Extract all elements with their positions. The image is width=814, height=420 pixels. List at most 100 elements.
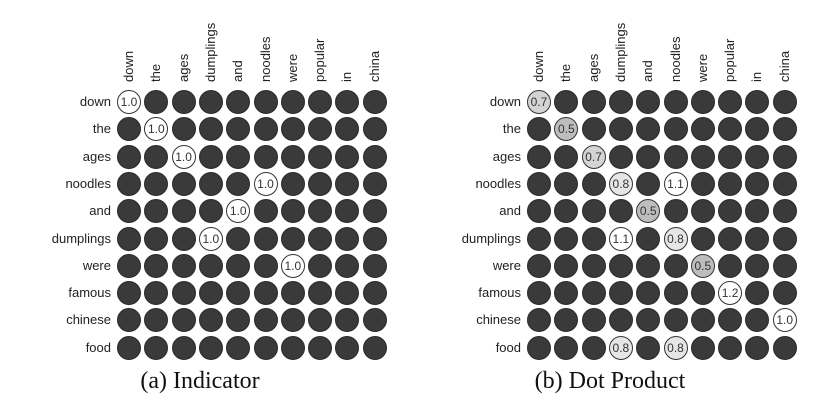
value-cell: 0.5 (690, 253, 715, 278)
empty-cell (636, 335, 661, 360)
empty-cell (581, 253, 606, 278)
empty-cell (253, 90, 278, 114)
empty-cell (636, 90, 661, 114)
empty-cell (581, 281, 606, 306)
empty-cell (335, 308, 360, 333)
value-cell: 1.1 (663, 171, 688, 196)
empty-cell (554, 281, 579, 306)
empty-cell (171, 117, 196, 142)
row-label: famous (68, 285, 111, 301)
empty-cell (171, 335, 196, 360)
empty-cell (554, 199, 579, 224)
empty-cell (117, 199, 141, 224)
row-label: noodles (65, 175, 111, 191)
empty-cell (581, 335, 606, 360)
empty-cell (144, 171, 169, 196)
empty-cell (527, 171, 551, 196)
empty-cell (335, 281, 360, 306)
empty-cell (198, 90, 223, 114)
empty-cell (636, 171, 661, 196)
empty-cell (690, 144, 715, 169)
empty-cell (745, 253, 770, 278)
empty-cell (581, 308, 606, 333)
empty-cell (335, 199, 360, 224)
column-label: china (366, 50, 382, 82)
column-label: noodles (257, 36, 273, 82)
empty-cell (253, 308, 278, 333)
empty-cell (117, 171, 141, 196)
indicator-panel: down the ages dumplings and noodles were popula… (0, 0, 400, 420)
empty-cell (690, 226, 715, 251)
row-label: food (85, 339, 111, 355)
empty-cell (772, 253, 797, 278)
empty-cell (144, 335, 169, 360)
empty-cell (117, 144, 141, 169)
row-label: the (502, 121, 521, 137)
empty-cell (690, 199, 715, 224)
row-label: were (82, 257, 111, 273)
empty-cell (198, 308, 223, 333)
column-label: were (284, 53, 300, 82)
row-label: dumplings (461, 230, 521, 246)
empty-cell (554, 171, 579, 196)
empty-cell (117, 253, 141, 278)
empty-cell (663, 281, 688, 306)
empty-cell (745, 117, 770, 142)
empty-cell (663, 90, 688, 114)
empty-cell (308, 335, 333, 360)
empty-cell (608, 144, 633, 169)
row-label: food (495, 339, 521, 355)
empty-cell (690, 117, 715, 142)
empty-cell (362, 144, 387, 169)
empty-cell (144, 226, 169, 251)
empty-cell (608, 90, 633, 114)
empty-cell (636, 253, 661, 278)
empty-cell (772, 226, 797, 251)
dot-product-caption: (b) Dot Product (534, 368, 686, 394)
empty-cell (745, 308, 770, 333)
empty-cell (718, 335, 743, 360)
column-label: ages (585, 53, 601, 82)
empty-cell (226, 226, 251, 251)
empty-cell (171, 281, 196, 306)
empty-cell (527, 226, 551, 251)
empty-cell (280, 199, 305, 224)
empty-cell (144, 90, 169, 114)
empty-cell (772, 117, 797, 142)
empty-cell (608, 308, 633, 333)
empty-cell (718, 171, 743, 196)
empty-cell (308, 144, 333, 169)
empty-cell (308, 171, 333, 196)
empty-cell (362, 281, 387, 306)
column-label: china (776, 50, 792, 82)
value-cell: 0.5 (554, 117, 579, 142)
empty-cell (745, 144, 770, 169)
empty-cell (581, 117, 606, 142)
empty-cell (772, 281, 797, 306)
empty-cell (226, 253, 251, 278)
row-label: chinese (476, 312, 521, 328)
empty-cell (280, 90, 305, 114)
value-cell: 1.0 (253, 171, 278, 196)
value-cell: 0.7 (527, 90, 551, 114)
empty-cell (117, 281, 141, 306)
column-label: the (148, 63, 164, 82)
empty-cell (280, 171, 305, 196)
empty-cell (362, 90, 387, 114)
empty-cell (308, 117, 333, 142)
empty-cell (198, 253, 223, 278)
value-cell: 1.0 (226, 199, 251, 224)
value-cell: 1.0 (280, 253, 305, 278)
column-label: dumplings (612, 22, 628, 82)
value-cell: 1.2 (718, 281, 743, 306)
dot-product-panel: down the ages dumplings and noodles were popula… (410, 0, 810, 420)
empty-cell (362, 335, 387, 360)
column-label: popular (312, 38, 328, 82)
row-label: down (79, 94, 111, 109)
column-label: ages (175, 53, 191, 82)
empty-cell (663, 253, 688, 278)
column-label: the (558, 63, 574, 82)
empty-cell (772, 90, 797, 114)
empty-cell (636, 144, 661, 169)
row-label: and (89, 203, 111, 219)
